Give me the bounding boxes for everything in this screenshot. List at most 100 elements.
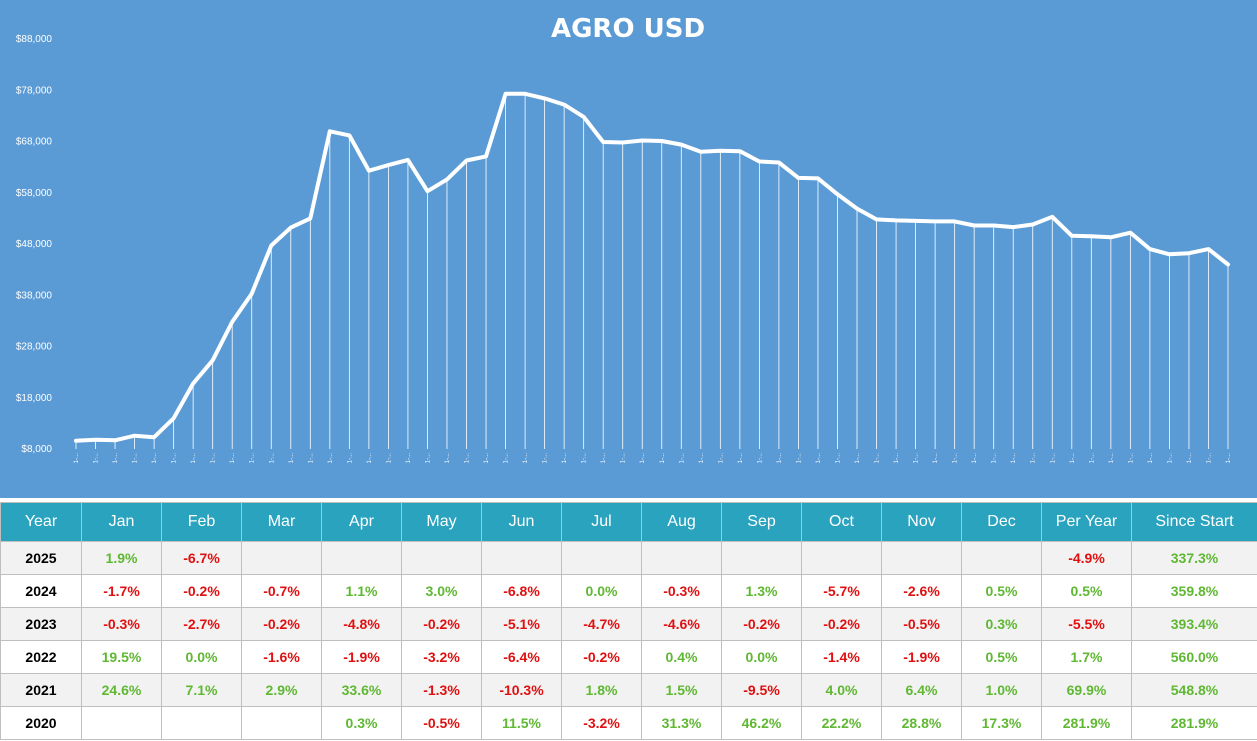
return-cell: 24.6%: [81, 673, 162, 707]
return-cell: -5.5%: [1041, 607, 1132, 641]
x-tick-label: 1-...: [855, 453, 861, 464]
return-cell: [561, 541, 642, 575]
y-tick-label: $28,000: [16, 342, 53, 353]
x-tick-label: 1-...: [367, 453, 373, 464]
header-apr: Apr: [321, 502, 402, 542]
x-tick-label: 1-...: [972, 453, 978, 464]
return-cell: 69.9%: [1041, 673, 1132, 707]
return-cell: 0.5%: [961, 640, 1042, 674]
drop-lines: [75, 93, 1229, 449]
return-cell: 281.9%: [1131, 706, 1257, 740]
table-row: 2024 -1.7% -0.2% -0.7% 1.1% 3.0% -6.8% 0.0% -0.3…: [0, 574, 1257, 608]
return-cell: -1.6%: [241, 640, 322, 674]
table-body: 2025 1.9% -6.7% -4.9% 337.3% 2024 -1.7% -0.2% -0…: [0, 541, 1257, 740]
return-cell: [961, 541, 1042, 575]
return-cell: -1.3%: [401, 673, 482, 707]
series-line: [74, 91, 1230, 443]
x-tick-label: 1-...: [523, 453, 529, 464]
return-cell: [481, 541, 562, 575]
x-tick-label: 1-...: [835, 453, 841, 464]
year-cell: 2023: [0, 607, 82, 641]
return-cell: 11.5%: [481, 706, 562, 740]
header-may: May: [401, 502, 482, 542]
x-tick-label: 1-...: [250, 453, 256, 464]
return-cell: [721, 541, 802, 575]
y-tick-label: $18,000: [16, 393, 53, 404]
header-dec: Dec: [961, 502, 1042, 542]
return-cell: -0.2%: [401, 607, 482, 641]
return-cell: [641, 541, 722, 575]
x-tick-label: 1-...: [875, 453, 881, 464]
x-tick-label: 1-...: [1050, 453, 1056, 464]
return-cell: 337.3%: [1131, 541, 1257, 575]
return-cell: 1.0%: [961, 673, 1042, 707]
line-chart: AGRO USD $8,000 $18,000 $28,000 $38,000 $48,…: [16, 14, 1232, 464]
header-oct: Oct: [801, 502, 882, 542]
return-cell: -3.2%: [401, 640, 482, 674]
x-tick-label: 1-...: [543, 453, 549, 464]
x-tick-label: 1-...: [1089, 453, 1095, 464]
table-row: 2021 24.6% 7.1% 2.9% 33.6% -1.3% -10.3% 1.8% 1.5…: [0, 673, 1257, 707]
y-axis-ticks: $8,000 $18,000 $28,000 $38,000 $48,000 $58,00…: [16, 34, 53, 455]
return-cell: 7.1%: [161, 673, 242, 707]
return-cell: -9.5%: [721, 673, 802, 707]
return-cell: -0.5%: [881, 607, 962, 641]
year-cell: 2020: [0, 706, 82, 740]
return-cell: 0.0%: [721, 640, 802, 674]
header-nov: Nov: [881, 502, 962, 542]
return-cell: 1.9%: [81, 541, 162, 575]
x-tick-label: 1-...: [1070, 453, 1076, 464]
return-cell: 17.3%: [961, 706, 1042, 740]
chart-title: AGRO USD: [551, 14, 705, 44]
return-cell: 19.5%: [81, 640, 162, 674]
return-cell: 22.2%: [801, 706, 882, 740]
chart-panel: AGRO USD $8,000 $18,000 $28,000 $38,000 $48,…: [0, 0, 1257, 498]
return-cell: -5.7%: [801, 574, 882, 608]
header-feb: Feb: [161, 502, 242, 542]
returns-table-container: Year Jan Feb Mar Apr May Jun Jul Aug Sep Oct Nov Dec…: [0, 502, 1257, 740]
return-cell: -1.9%: [321, 640, 402, 674]
return-cell: [321, 541, 402, 575]
x-tick-label: 1-...: [914, 453, 920, 464]
x-tick-label: 1-...: [1226, 453, 1232, 464]
x-tick-label: 1-...: [953, 453, 959, 464]
x-tick-label: 1-...: [1187, 453, 1193, 464]
return-cell: 281.9%: [1041, 706, 1132, 740]
return-cell: -4.9%: [1041, 541, 1132, 575]
x-tick-label: 1-...: [1011, 453, 1017, 464]
x-tick-label: 1-...: [1148, 453, 1154, 464]
return-cell: -1.4%: [801, 640, 882, 674]
return-cell: 1.7%: [1041, 640, 1132, 674]
return-cell: -2.7%: [161, 607, 242, 641]
x-tick-label: 1-...: [74, 453, 80, 464]
x-axis-ticks: 1-... 1-... 1-... 1-... 1-... 1-... 1-... 1-...…: [74, 453, 1232, 464]
x-tick-label: 1-...: [191, 453, 197, 464]
y-tick-label: $88,000: [16, 34, 53, 45]
return-cell: 4.0%: [801, 673, 882, 707]
x-tick-label: 1-...: [152, 453, 158, 464]
year-cell: 2024: [0, 574, 82, 608]
return-cell: -0.2%: [721, 607, 802, 641]
header-aug: Aug: [641, 502, 722, 542]
return-cell: [81, 706, 162, 740]
return-cell: -5.1%: [481, 607, 562, 641]
return-cell: -0.3%: [641, 574, 722, 608]
return-cell: -4.6%: [641, 607, 722, 641]
return-cell: 0.3%: [961, 607, 1042, 641]
x-tick-label: 1-...: [484, 453, 490, 464]
x-tick-label: 1-...: [347, 453, 353, 464]
return-cell: -0.2%: [161, 574, 242, 608]
return-cell: 393.4%: [1131, 607, 1257, 641]
y-tick-label: $48,000: [16, 239, 53, 250]
x-tick-label: 1-...: [308, 453, 314, 464]
return-cell: 28.8%: [881, 706, 962, 740]
y-tick-label: $58,000: [16, 188, 53, 199]
return-cell: 1.5%: [641, 673, 722, 707]
x-tick-label: 1-...: [113, 453, 119, 464]
x-tick-label: 1-...: [718, 453, 724, 464]
x-tick-label: 1-...: [582, 453, 588, 464]
y-tick-label: $68,000: [16, 137, 53, 148]
x-tick-label: 1-...: [562, 453, 568, 464]
header-mar: Mar: [241, 502, 322, 542]
x-tick-label: 1-...: [425, 453, 431, 464]
